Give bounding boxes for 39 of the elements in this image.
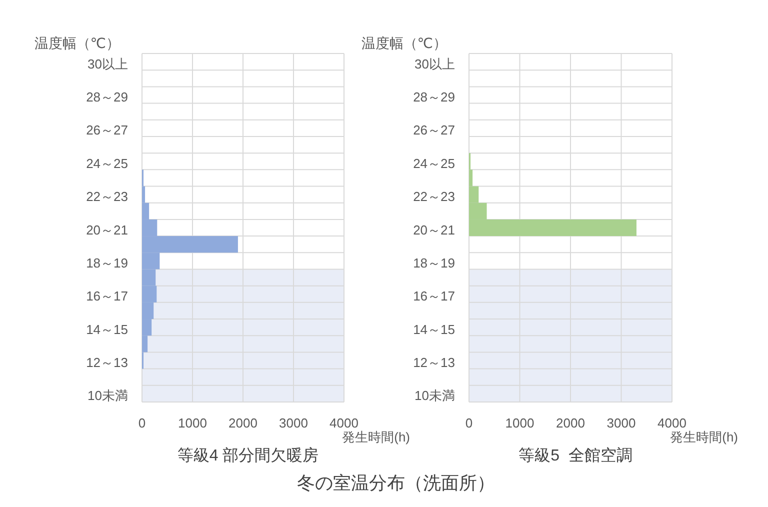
text: 等級4 部分間欠暖房	[177, 446, 319, 464]
y-tick-label: 16～17	[413, 288, 455, 304]
x-tick-label: 1000	[505, 416, 534, 430]
y-tick-label: 24～25	[86, 156, 128, 171]
x-axis-title: 発生時間(h)	[342, 430, 410, 444]
x-tick-label: 3000	[606, 416, 636, 430]
y-axis-title: 温度幅（℃）	[34, 35, 120, 51]
y-tick-label: 26～27	[86, 122, 128, 138]
y-tick-label: 22～23	[413, 189, 455, 204]
y-tick-label: 20～21	[86, 222, 128, 238]
y-tick-label: 14～15	[86, 322, 128, 337]
y-tick-label: 10未満	[414, 388, 455, 404]
y-tick-label: 28～29	[413, 89, 455, 104]
x-tick-label: 4000	[330, 416, 358, 430]
y-tick-label: 12～13	[413, 355, 455, 370]
y-tick-label: 16～17	[86, 288, 128, 304]
x-tick-label: 3000	[279, 416, 308, 430]
x-tick-label: 0	[465, 416, 473, 430]
y-tick-label: 12～13	[86, 355, 128, 370]
text: 等級5 全館空調	[518, 446, 632, 464]
y-tick-label: 18～19	[86, 255, 128, 270]
x-tick-label: 0	[138, 416, 146, 430]
y-tick-label: 30以上	[88, 56, 128, 72]
y-tick-label: 14～15	[413, 322, 455, 337]
y-tick-label: 20～21	[413, 222, 455, 238]
x-axis-title: 発生時間(h)	[670, 430, 738, 444]
y-tick-label: 28～29	[86, 89, 128, 104]
x-tick-label: 4000	[658, 416, 686, 430]
y-tick-label: 10未満	[88, 388, 128, 404]
x-tick-label: 2000	[556, 416, 585, 430]
y-tick-label: 18～19	[413, 255, 455, 270]
y-tick-label: 26～27	[413, 122, 455, 138]
y-tick-label: 24～25	[413, 156, 455, 171]
y-axis-title: 温度幅（℃）	[361, 35, 447, 51]
x-tick-label: 1000	[178, 416, 207, 430]
x-tick-label: 2000	[228, 416, 258, 430]
y-tick-label: 30以上	[414, 56, 455, 72]
text: 冬の室温分布（洗面所）	[297, 473, 495, 493]
y-tick-label: 22～23	[86, 189, 128, 204]
